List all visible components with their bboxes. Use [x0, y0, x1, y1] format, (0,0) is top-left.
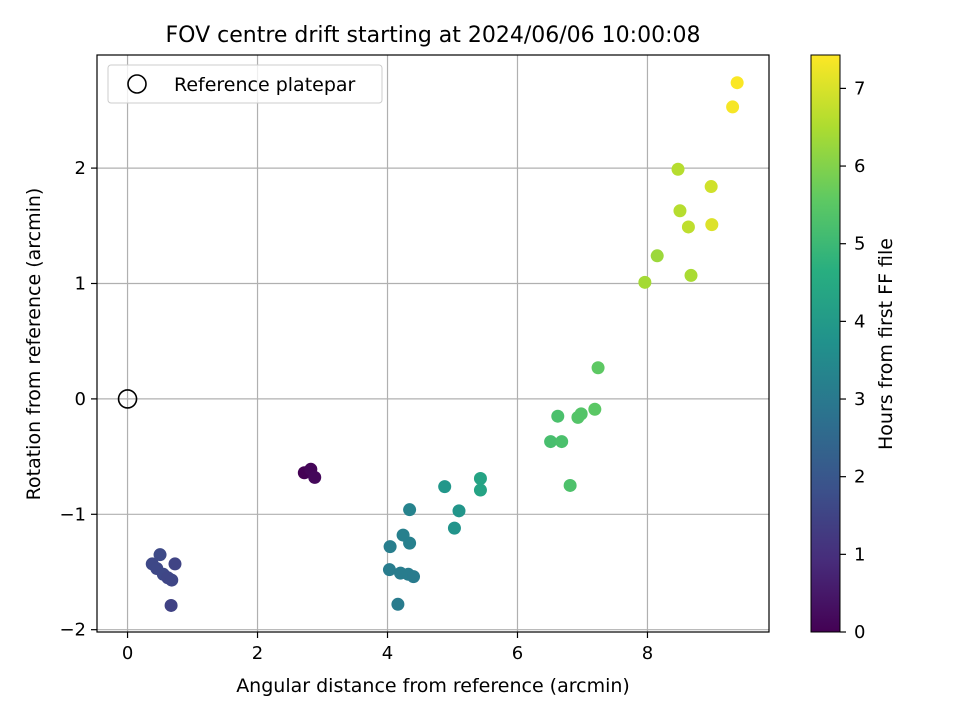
legend: Reference platepar	[107, 64, 383, 104]
x-tick-label: 2	[252, 643, 263, 664]
data-point	[165, 573, 179, 587]
colorbar-label: Hours from first FF file	[875, 238, 897, 450]
colorbar-tick-label: 7	[854, 78, 865, 99]
data-point	[650, 249, 664, 263]
data-point	[391, 597, 405, 611]
colorbar-tick-label: 1	[854, 544, 865, 565]
data-point	[555, 435, 569, 449]
data-point	[574, 407, 588, 421]
plot-frame	[96, 54, 770, 633]
y-axis-ticks: −2 −1 0 1 2	[59, 158, 97, 641]
x-axis-label: Angular distance from reference (arcmin)	[236, 675, 630, 697]
legend-box	[107, 64, 383, 104]
colorbar-tick-label: 5	[854, 234, 865, 255]
data-point	[382, 563, 396, 577]
data-point	[730, 76, 744, 90]
legend-reference-marker	[127, 74, 147, 94]
data-point	[383, 540, 397, 554]
chart-title: FOV centre drift starting at 2024/06/06 …	[166, 23, 701, 48]
data-point	[403, 503, 417, 517]
data-point	[473, 472, 487, 486]
reference-platepar-marker	[117, 389, 138, 409]
legend-label: Reference platepar	[174, 74, 356, 96]
data-point	[308, 470, 322, 484]
grid	[97, 55, 769, 632]
data-point	[588, 402, 602, 416]
colorbar	[810, 54, 841, 633]
data-point	[673, 204, 687, 218]
x-tick-label: 8	[642, 643, 653, 664]
colorbar-tick-label: 2	[854, 467, 865, 488]
colorbar-tick-label: 4	[854, 311, 865, 332]
y-tick-label: 0	[75, 389, 86, 410]
data-point	[407, 570, 421, 584]
data-point	[153, 548, 167, 562]
data-point	[563, 478, 577, 492]
scatter-points	[145, 76, 744, 612]
data-point	[473, 483, 487, 497]
y-axis-label: Rotation from reference (arcmin)	[23, 188, 45, 501]
data-point	[704, 180, 718, 194]
y-tick-label: 1	[75, 273, 86, 294]
x-tick-label: 0	[122, 643, 133, 664]
data-point	[544, 435, 558, 449]
y-tick-label: 2	[75, 158, 86, 179]
data-point	[403, 536, 417, 550]
data-point	[164, 598, 178, 612]
data-point	[684, 268, 698, 282]
colorbar-ticks: 0 1 2 3 4 5 6 7	[840, 78, 865, 643]
y-tick-label: −2	[59, 620, 86, 641]
y-tick-label: −1	[59, 504, 86, 525]
data-point	[681, 220, 695, 234]
data-point	[438, 480, 452, 494]
colorbar-tick-label: 6	[854, 156, 865, 177]
data-point	[671, 162, 685, 176]
x-tick-label: 6	[512, 643, 523, 664]
data-point	[551, 409, 565, 423]
data-point	[591, 361, 605, 375]
x-tick-label: 4	[382, 643, 393, 664]
data-point	[168, 557, 182, 571]
data-point	[638, 275, 652, 289]
colorbar-tick-label: 0	[854, 622, 865, 643]
data-point	[447, 521, 461, 535]
colorbar-tick-label: 3	[854, 389, 865, 410]
data-point	[452, 504, 466, 518]
x-axis-ticks: 0 2 4 6 8	[122, 632, 653, 664]
data-point	[726, 100, 740, 114]
data-point	[705, 218, 719, 232]
